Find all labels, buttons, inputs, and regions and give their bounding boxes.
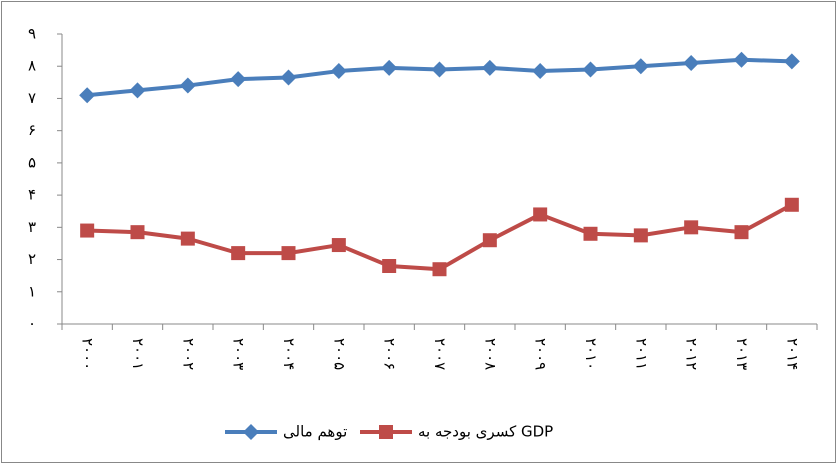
data-point [431,61,448,78]
x-tick-label: ۲۰۱۲ [683,338,701,370]
x-tick-label: ۲۰۰۸ [481,338,499,370]
x-tick-label: ۲۰۰۱ [129,338,147,370]
x-tick-label: ۲۰۰۰ [79,338,97,370]
data-point [683,55,700,71]
data-point [280,69,297,86]
data-point [130,225,145,240]
legend-marker [243,424,259,440]
y-tick-label: ۵ [28,153,36,171]
legend-label: توهم مالی [283,423,347,441]
data-point [231,246,246,261]
data-point [784,197,799,212]
x-tick-label: ۲۰۰۲ [179,338,197,370]
data-point [230,71,247,88]
data-point [281,246,296,261]
y-tick-label: ۰ [28,315,36,333]
y-tick-label: ۴ [28,186,36,204]
y-tick-label: ۷ [28,89,36,107]
y-tick-label: ۲ [28,250,36,268]
data-point [583,226,598,241]
data-point [80,223,95,238]
data-point [684,220,699,235]
data-point [382,259,397,273]
data-point [533,207,548,222]
data-point [783,53,800,70]
y-tick-label: ۳ [28,218,36,236]
legend-label: کسری بودجه به GDP [418,423,553,441]
legend-marker [379,425,393,439]
data-point [633,228,648,243]
data-point [330,63,347,80]
x-tick-label: ۲۰۱۴ [783,338,801,370]
y-tick-label: ۹ [28,25,36,43]
x-tick-label: ۲۰۱۰ [582,338,600,370]
data-point [79,87,96,104]
x-tick-label: ۲۰۰۶ [381,338,399,370]
x-tick-label: ۲۰۰۹ [532,338,550,370]
x-tick-label: ۲۰۱۱ [632,338,650,370]
data-point [180,231,195,246]
x-tick-label: ۲۰۰۴ [280,338,298,370]
x-tick-label: ۲۰۱۳ [733,338,751,370]
y-tick-label: ۱ [28,282,36,300]
data-point [582,61,599,78]
x-tick-label: ۲۰۰۷ [431,338,449,370]
data-point [432,262,447,277]
x-tick-label: ۲۰۰۳ [230,338,248,370]
data-point [179,77,196,94]
data-point [532,63,549,80]
data-point [733,51,750,68]
data-point [482,233,497,248]
data-point [734,225,749,240]
y-tick-label: ۶ [28,121,36,139]
data-point [129,82,146,99]
data-point [331,238,346,253]
data-point [481,59,498,76]
data-point [632,58,649,75]
y-tick-label: ۸ [28,57,36,75]
data-point [381,59,398,76]
x-tick-label: ۲۰۰۵ [330,338,348,370]
